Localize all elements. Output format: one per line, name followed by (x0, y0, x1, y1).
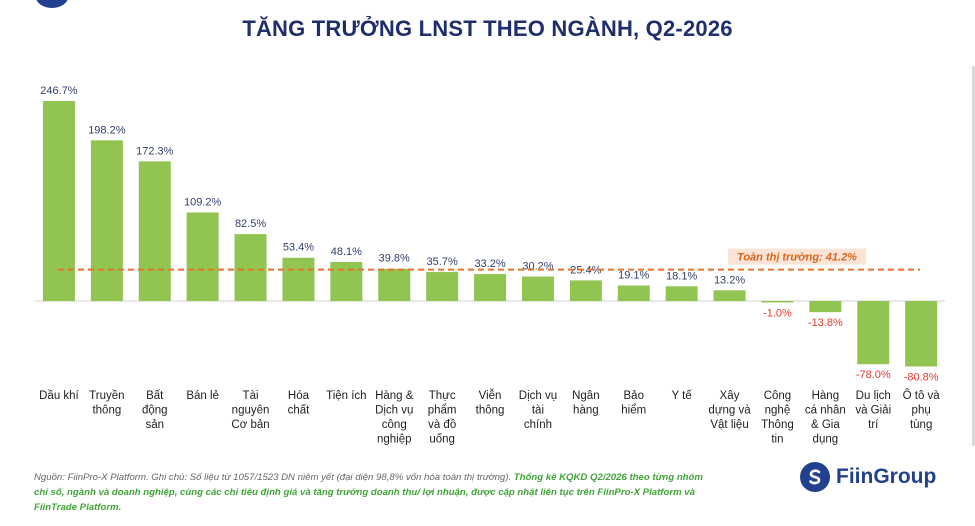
bar (138, 161, 171, 301)
category-label: Ngân hàng (572, 390, 600, 417)
fiingroup-logo-icon (800, 462, 830, 492)
data-label: 53.4% (283, 242, 314, 254)
category-label: Du lịch và Giải trí (855, 390, 891, 431)
category-label: Dịch vụ tài chính (519, 390, 557, 431)
data-label: 82.5% (235, 218, 266, 230)
data-label: 19.1% (618, 270, 649, 282)
bar (569, 280, 602, 301)
market-reference-label: Toàn thị trường: 41.2% (737, 252, 857, 264)
data-label: 246.7% (40, 85, 78, 97)
bar (378, 268, 411, 301)
footnote: Nguồn: FiinPro-X Platform. Ghi chú: Số l… (34, 470, 714, 515)
bar (857, 301, 890, 365)
data-label: -80.8% (904, 372, 939, 384)
category-label: Dầu khí (39, 390, 79, 402)
category-label: Xây dựng và Vật liệu (708, 390, 751, 431)
data-label: 13.2% (714, 274, 745, 286)
category-label: Y tế (672, 390, 693, 402)
data-label: 48.1% (331, 246, 362, 258)
footnote-source: Nguồn: FiinPro-X Platform. Ghi chú: Số l… (34, 472, 514, 483)
data-label: 39.8% (379, 253, 410, 265)
category-label: Hóa chất (288, 390, 311, 417)
data-label: -13.8% (808, 317, 843, 329)
data-label: 109.2% (184, 196, 222, 208)
bar (474, 274, 507, 301)
bar (617, 285, 650, 301)
bar (521, 276, 554, 301)
bar (809, 301, 842, 313)
category-label: Truyền thông (89, 390, 124, 417)
data-label: -78.0% (856, 369, 891, 381)
category-label: Tài nguyên Cơ bản (231, 390, 269, 431)
data-label: -1.0% (763, 308, 792, 320)
bar (90, 140, 123, 301)
data-label: 35.7% (427, 256, 458, 268)
data-label: 25.4% (570, 264, 601, 276)
category-label: Bất động sản (142, 390, 168, 431)
top-logo-icon (36, 0, 68, 8)
reference-label-bg (728, 248, 866, 265)
footnote-highlight: Thống kê KQKD Q2/2026 theo từng nhóm chỉ… (34, 472, 703, 513)
category-label: Hàng cá nhân & Gia dụng (805, 390, 846, 446)
chart-title: TĂNG TRƯỞNG LNST THEO NGÀNH, Q2-2026 (242, 16, 733, 41)
bar (761, 301, 794, 303)
bar (234, 234, 267, 301)
category-label: Công nghệ Thông tin (761, 390, 794, 446)
data-label: 30.2% (522, 261, 553, 273)
bar (665, 286, 698, 301)
category-label: Bán lẻ (186, 390, 219, 402)
category-label: Thực phẩm và đồ uống (428, 390, 457, 446)
brand-name: FiinGroup (836, 465, 937, 488)
data-label: 172.3% (136, 145, 174, 157)
data-label: 18.1% (666, 270, 697, 282)
bar (713, 290, 746, 301)
category-label: Hàng & Dịch vụ công nghiệp (375, 390, 414, 446)
category-label: Viễn thông (476, 389, 505, 417)
bar (42, 101, 75, 301)
right-divider (972, 66, 975, 446)
bar (426, 272, 459, 301)
bar (186, 212, 219, 301)
bar (330, 262, 363, 301)
brand-logo: FiinGroup (800, 461, 936, 493)
data-label: 198.2% (88, 124, 126, 136)
category-label: Ô tô và phụ tùng (903, 389, 941, 431)
bar (905, 301, 938, 367)
bar (282, 257, 315, 301)
bar-chart: 246.7% Dầu khí 198.2% Truyền thông 172.3% Bất đ… (35, 85, 945, 446)
category-label: Tiện ích (326, 390, 366, 402)
data-label: 33.2% (474, 258, 505, 270)
category-label: Bảo hiểm (621, 390, 646, 417)
